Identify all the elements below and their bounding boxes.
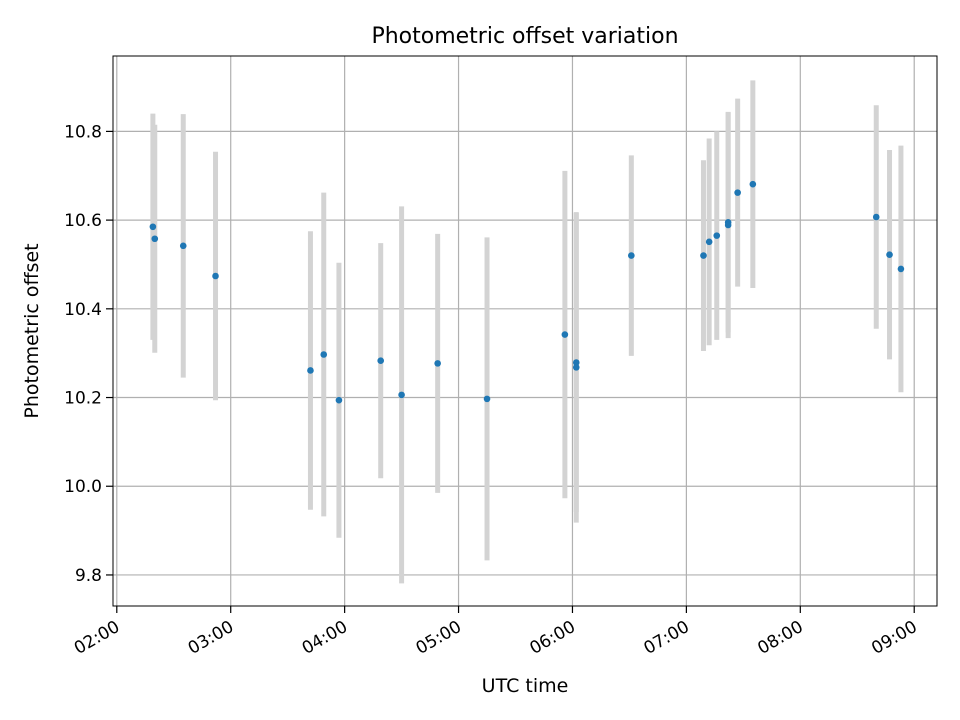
y-tick-label: 10.4 — [64, 300, 102, 320]
chart-title: Photometric offset variation — [371, 24, 678, 49]
plot-frame — [112, 55, 938, 607]
y-tick-layer: 9.8 10.0 10.2 10.4 10.6 10.8 — [64, 122, 113, 586]
x-axis-label: UTC time — [482, 675, 569, 697]
y-tick-label: 10.2 — [64, 389, 102, 409]
data-point — [434, 360, 441, 367]
y-tick-label: 10.6 — [64, 211, 102, 231]
data-point — [561, 331, 569, 338]
data-point — [149, 223, 157, 231]
data-point — [151, 235, 159, 243]
data-point — [886, 251, 893, 259]
data-point — [628, 252, 635, 259]
y-tick-label: 9.8 — [75, 566, 102, 586]
y-axis-label: Photometric offset — [21, 243, 43, 418]
marker-layer — [149, 180, 905, 404]
data-point — [572, 364, 580, 371]
y-tick-label: 10.0 — [64, 477, 102, 497]
data-point — [724, 221, 732, 229]
plot-area — [113, 56, 937, 606]
grid-layer — [113, 56, 937, 606]
data-point — [749, 180, 757, 188]
data-point — [212, 272, 219, 280]
data-point — [897, 265, 905, 273]
data-point — [700, 252, 707, 259]
data-point — [335, 396, 343, 404]
data-point — [398, 391, 405, 399]
data-point — [872, 213, 880, 221]
data-point — [705, 238, 713, 246]
data-point — [377, 357, 385, 365]
data-point — [572, 359, 580, 366]
data-point — [179, 242, 187, 250]
data-point — [734, 189, 741, 196]
data-point — [307, 367, 314, 374]
data-point — [320, 351, 328, 358]
y-tick-label: 10.8 — [64, 122, 102, 142]
data-point — [483, 395, 491, 403]
data-point — [713, 232, 721, 239]
